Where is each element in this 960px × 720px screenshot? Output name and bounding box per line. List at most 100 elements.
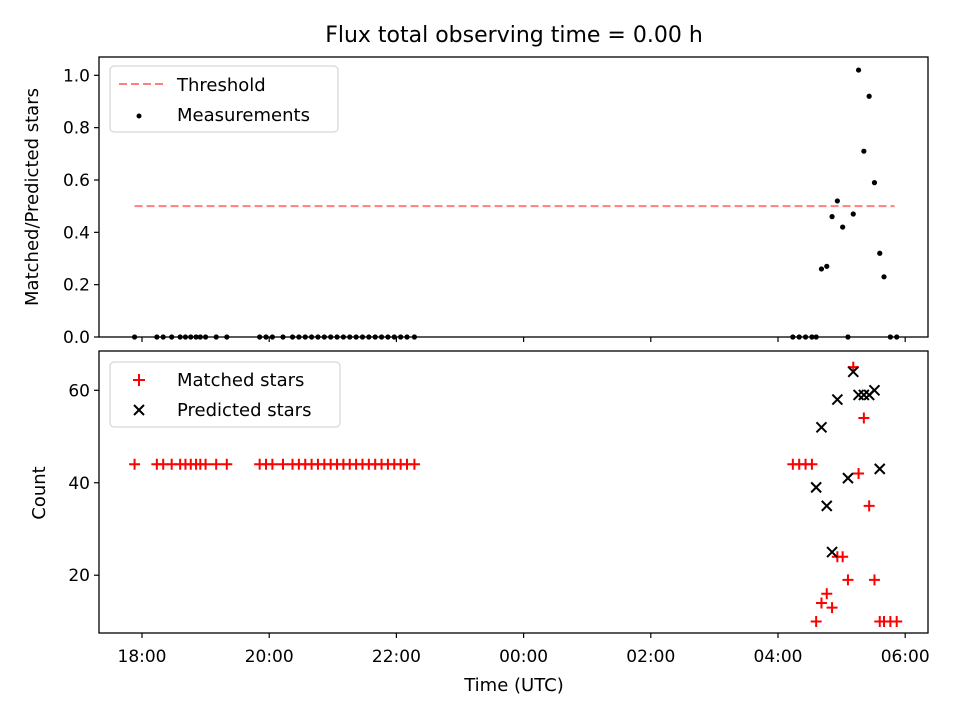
measurement-point <box>160 334 166 340</box>
measurement-point <box>834 198 840 204</box>
matched-star-point <box>853 468 865 480</box>
top-y-tick-label: 0.6 <box>63 171 90 191</box>
measurement-point <box>881 274 887 280</box>
top-panel: 0.0 0.2 0.4 0.6 0.8 1.0 Matched/Predicted sta… <box>22 56 929 348</box>
matched-star-point <box>810 615 822 627</box>
matched-star-point <box>806 458 818 470</box>
measurement-point <box>169 334 175 340</box>
measurement-point <box>347 334 353 340</box>
measurement-point <box>404 334 410 340</box>
measurement-point <box>824 263 830 269</box>
matched-star-point <box>200 458 212 470</box>
legend-predicted-label: Predicted stars <box>177 400 311 421</box>
bottom-y-tick-label: 60 <box>68 381 90 401</box>
bottom-plot-marks <box>129 361 903 627</box>
measurement-point <box>280 334 286 340</box>
measurement-point <box>269 334 275 340</box>
measurement-point <box>197 334 203 340</box>
measurement-point <box>257 334 263 340</box>
matched-star-point <box>858 412 870 424</box>
measurement-point <box>378 334 385 340</box>
bottom-y-tick-label: 40 <box>68 474 90 494</box>
matched-star-point <box>129 458 141 470</box>
matched-star-point <box>266 458 278 470</box>
matched-star-point <box>210 458 222 470</box>
measurement-point <box>193 334 199 340</box>
bottom-legend-box <box>109 361 341 428</box>
predicted-star-point <box>821 500 833 512</box>
measurement-point <box>790 334 796 340</box>
x-tick-label: 22:00 <box>372 647 421 667</box>
x-tick-label: 20:00 <box>245 647 294 667</box>
legend-matched-label: Matched stars <box>177 370 304 391</box>
measurement-point <box>154 334 160 340</box>
x-tick-label: 00:00 <box>499 647 548 667</box>
predicted-star-point <box>858 389 870 401</box>
x-axis-label: Time (UTC) <box>463 675 564 696</box>
predicted-star-point <box>826 546 838 558</box>
measurement-point <box>340 334 346 340</box>
bottom-panel-frame <box>98 350 929 634</box>
top-panel-frame <box>98 56 929 338</box>
measurement-point <box>224 334 230 340</box>
measurement-point <box>177 334 183 340</box>
matched-star-point <box>821 588 833 600</box>
predicted-star-point <box>874 463 886 475</box>
matched-star-point <box>837 551 849 563</box>
measurement-point <box>302 334 308 340</box>
measurement-point <box>328 334 334 340</box>
measurement-point <box>829 214 835 220</box>
top-y-tick-label: 0.2 <box>63 276 90 296</box>
bottom-y-tick-label: 20 <box>68 566 90 586</box>
predicted-star-point <box>842 472 854 484</box>
measurement-point <box>359 334 366 340</box>
measurement-point <box>802 334 809 340</box>
legend-matched-swatch <box>133 374 145 386</box>
measurement-point <box>353 334 359 340</box>
predicted-star-point <box>815 421 828 433</box>
measurement-point <box>182 334 189 340</box>
matched-star-point <box>868 574 880 586</box>
measurement-point <box>296 334 302 340</box>
measurement-point <box>818 266 825 272</box>
measurement-point <box>845 334 851 340</box>
matched-star-point <box>842 574 854 586</box>
measurement-point <box>385 334 391 340</box>
measurement-point <box>398 334 404 340</box>
measurement-point <box>877 250 883 256</box>
measurement-point <box>850 211 856 217</box>
x-ticks: 18:00 20:00 22:00 00:00 02:00 04:00 06:00 <box>118 337 930 667</box>
top-legend: Threshold Measurements <box>109 65 339 133</box>
measurement-point <box>366 334 372 340</box>
measurement-point <box>309 334 315 340</box>
x-tick-label: 04:00 <box>754 647 803 667</box>
matched-star-point <box>826 602 838 614</box>
measurement-point <box>213 334 219 340</box>
matched-star-point <box>221 458 233 470</box>
legend-threshold-label: Threshold <box>176 75 266 96</box>
predicted-star-point <box>868 384 881 397</box>
top-y-tick-label: 0.8 <box>63 119 90 139</box>
bottom-panel: 20 40 60 18:00 20:00 22:00 00:00 02:00 04:00 06:… <box>29 337 930 696</box>
x-tick-label: 02:00 <box>626 647 675 667</box>
matched-star-point <box>863 500 875 512</box>
measurement-point <box>887 334 893 340</box>
measurement-point <box>866 93 872 99</box>
matched-star-point <box>891 615 903 627</box>
matched-star-point <box>408 458 420 470</box>
x-tick-label: 18:00 <box>118 647 167 667</box>
measurement-point <box>188 334 194 340</box>
measurement-point <box>855 67 862 73</box>
measurement-point <box>263 334 269 340</box>
measurement-point <box>334 334 340 340</box>
measurement-point <box>131 334 138 340</box>
x-tick-label: 06:00 <box>881 647 930 667</box>
matched-star-point <box>277 458 289 470</box>
top-y-tick-label: 0.4 <box>63 223 90 243</box>
top-y-axis-label: Matched/Predicted stars <box>22 88 43 306</box>
measurement-point <box>809 334 815 340</box>
top-plot-marks <box>131 67 900 340</box>
measurement-point <box>813 334 819 340</box>
measurement-point <box>203 334 209 340</box>
